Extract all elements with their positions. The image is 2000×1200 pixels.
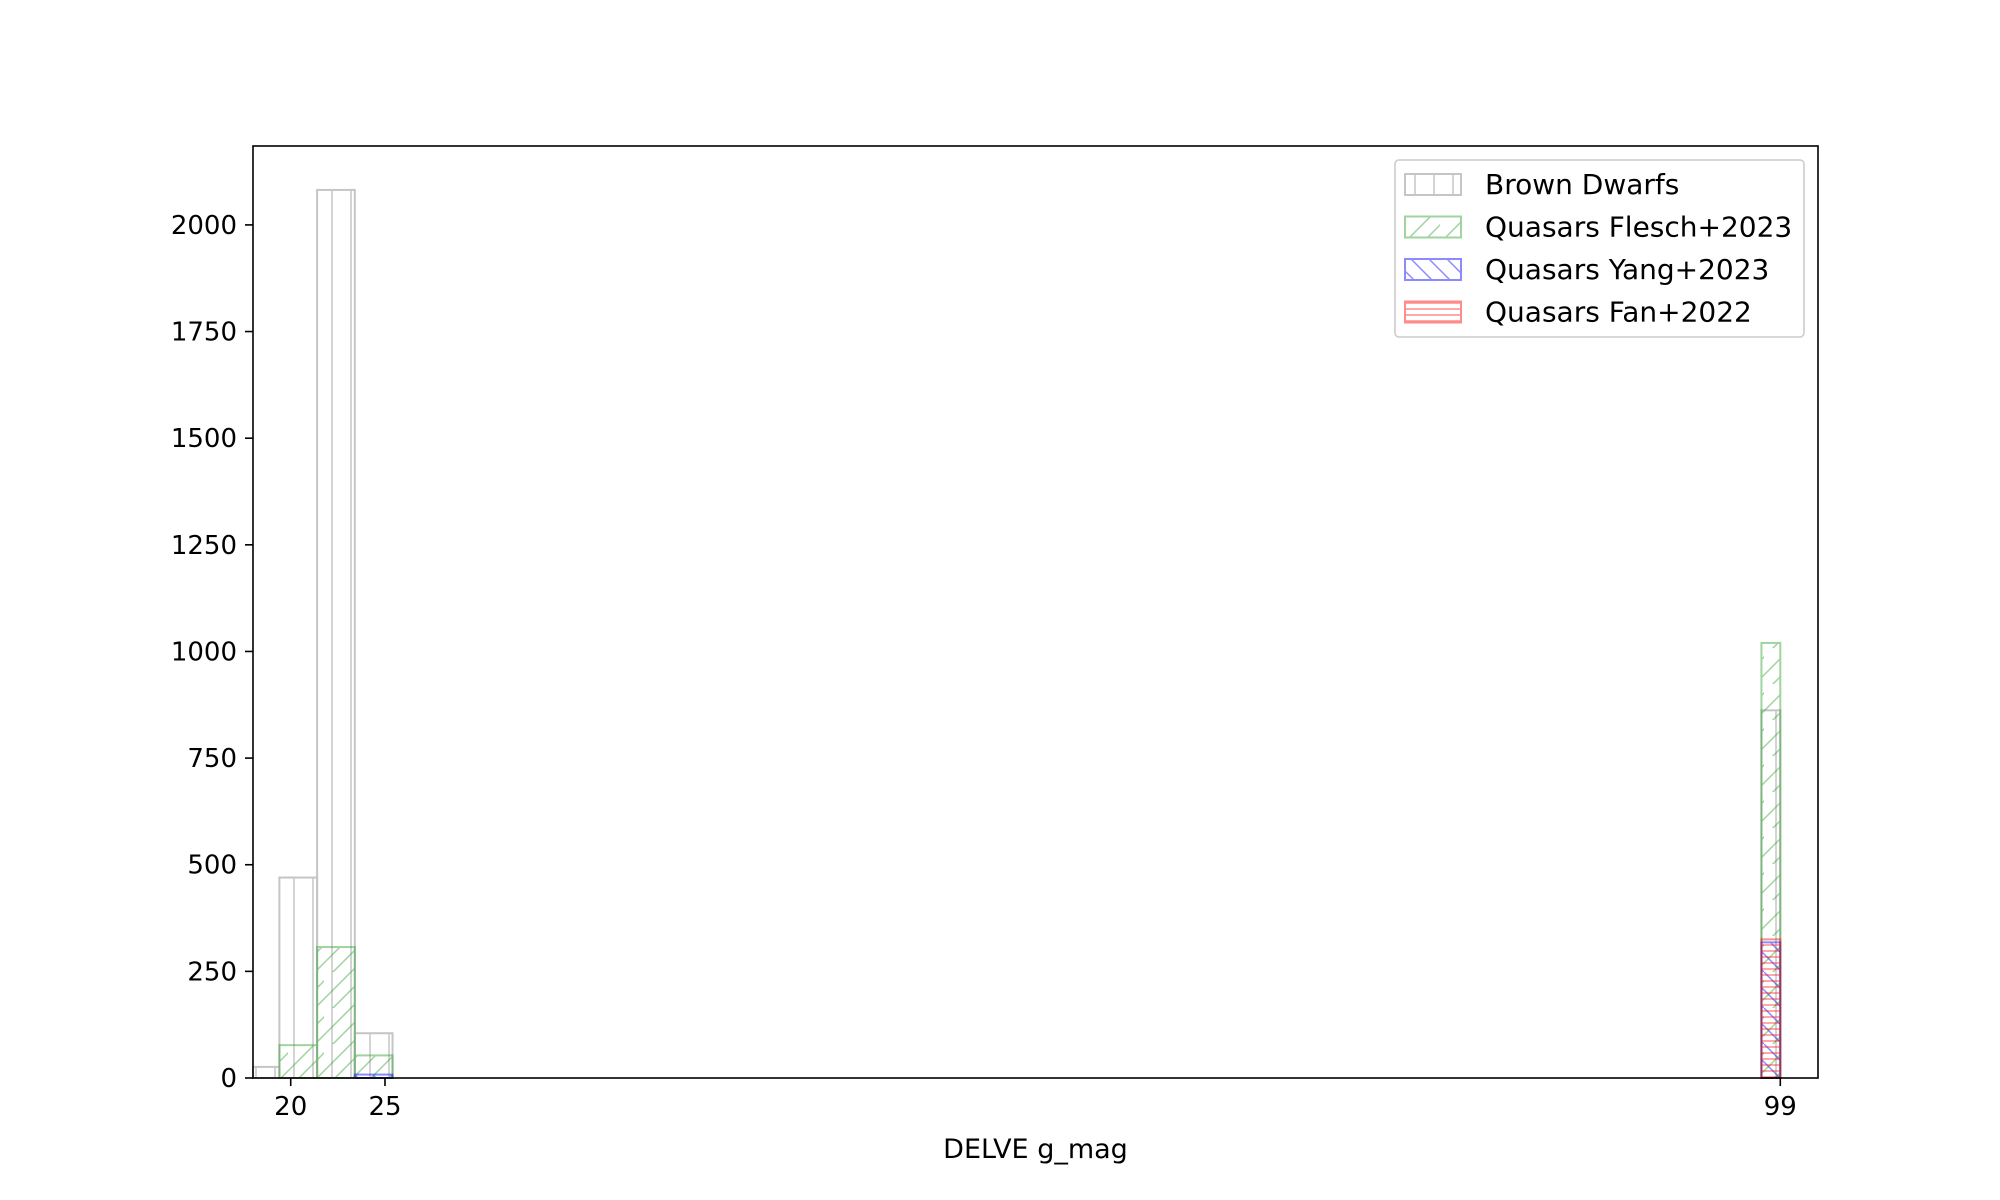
bars-layer bbox=[252, 188, 1782, 1080]
y-tick-label: 1250 bbox=[171, 531, 237, 561]
y-tick-label: 1500 bbox=[171, 424, 237, 454]
histogram-bar bbox=[1760, 938, 1782, 1079]
y-tick-label: 1000 bbox=[171, 637, 237, 667]
legend: Brown Dwarfs Quasars Flesch+2023 Quasars Y… bbox=[1394, 159, 1805, 338]
legend-label: Brown Dwarfs bbox=[1485, 168, 1679, 201]
legend-swatch bbox=[1404, 300, 1462, 324]
legend-item: Brown Dwarfs bbox=[1404, 168, 1679, 201]
x-tick-label: 20 bbox=[274, 1092, 307, 1122]
legend-item: Quasars Flesch+2023 bbox=[1404, 211, 1792, 244]
legend-swatch bbox=[1404, 215, 1462, 239]
legend-swatch bbox=[1404, 173, 1462, 196]
legend-item: Quasars Fan+2022 bbox=[1404, 296, 1752, 329]
plot-frame bbox=[252, 145, 1819, 1079]
x-axis-label: DELVE g_mag bbox=[943, 1134, 1128, 1165]
legend-box bbox=[1394, 159, 1805, 338]
series-quasars-flesch-2023 bbox=[278, 641, 1782, 1080]
x-tick-label: 25 bbox=[368, 1092, 401, 1122]
x-axis-ticks: 20 25 99 bbox=[274, 1078, 1797, 1122]
legend-label: Quasars Flesch+2023 bbox=[1485, 211, 1792, 244]
histogram-bar bbox=[278, 1044, 319, 1079]
y-tick-label: 250 bbox=[187, 957, 237, 987]
y-axis-ticks: 0 250 500 750 1000 1250 1500 1750 2000 bbox=[171, 211, 253, 1094]
legend-label: Quasars Fan+2022 bbox=[1485, 296, 1752, 329]
series-quasars-fan-2022 bbox=[1760, 938, 1782, 1079]
legend-swatch bbox=[1404, 258, 1462, 281]
histogram-bar bbox=[252, 1065, 281, 1079]
histogram-bar bbox=[316, 946, 356, 1079]
y-tick-label: 1750 bbox=[171, 318, 237, 348]
y-tick-label: 750 bbox=[187, 744, 237, 774]
histogram-bar bbox=[316, 188, 356, 1080]
y-tick-label: 500 bbox=[187, 851, 237, 881]
y-tick-label: 2000 bbox=[171, 211, 237, 241]
series-quasars-yang-2023 bbox=[353, 941, 1782, 1080]
y-tick-label: 0 bbox=[220, 1064, 237, 1094]
legend-label: Quasars Yang+2023 bbox=[1485, 253, 1769, 286]
x-tick-label: 99 bbox=[1764, 1092, 1797, 1122]
legend-item: Quasars Yang+2023 bbox=[1404, 253, 1769, 286]
